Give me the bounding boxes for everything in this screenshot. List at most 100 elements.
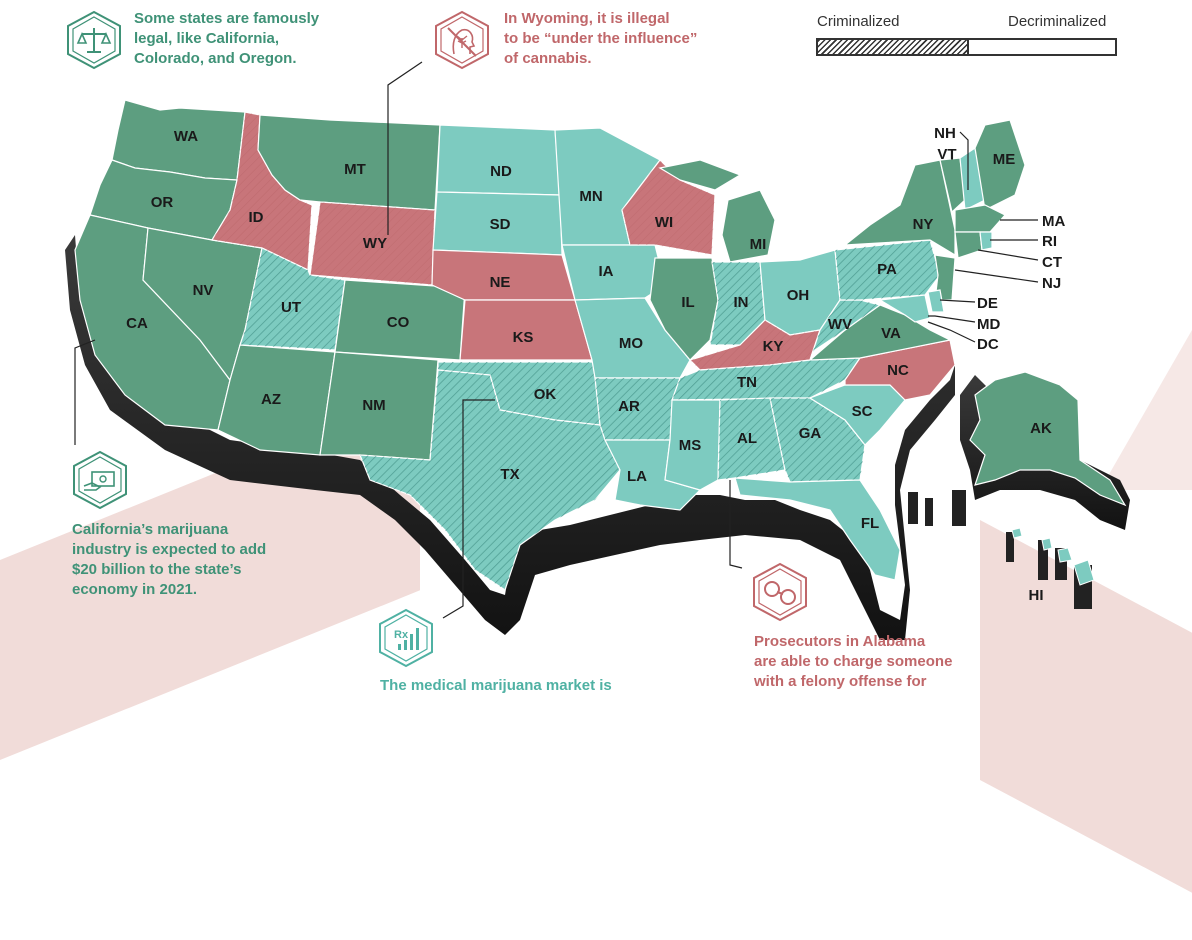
state-TN-hatch	[672, 358, 860, 400]
callout-famously-legal-line-1: Some states are famously	[134, 10, 320, 27]
state-HI[interactable]	[1011, 527, 1095, 586]
callout-alabama-line-3: with a felony offense for	[754, 673, 927, 690]
state-label-FL: FL	[861, 515, 879, 532]
callout-medical-line-1: The medical marijuana market is	[380, 677, 612, 694]
callout-california-industry: California’s marijuana industry is expec…	[72, 520, 266, 600]
state-label-ND: ND	[490, 163, 512, 180]
state-IN-hatch	[710, 262, 765, 345]
state-label-HI: HI	[1029, 587, 1044, 604]
state-label-UT: UT	[281, 299, 301, 316]
state-label-WA: WA	[174, 128, 198, 145]
state-MI[interactable]	[721, 189, 776, 263]
state-AK[interactable]	[969, 371, 1127, 507]
state-CT[interactable]	[954, 231, 983, 259]
state-label-VA: VA	[881, 325, 901, 342]
state-label-IA: IA	[599, 263, 614, 280]
state-OK-hatch	[438, 362, 600, 425]
state-label-PA: PA	[877, 261, 897, 278]
state-label-NJ: NJ	[1042, 275, 1061, 292]
state-label-NE: NE	[490, 274, 511, 291]
state-AL-hatch	[718, 398, 785, 480]
state-label-NY: NY	[913, 216, 934, 233]
state-label-AZ: AZ	[261, 391, 281, 408]
state-label-SC: SC	[852, 403, 873, 420]
callout-wyoming-line-3: of cannabis.	[504, 50, 592, 67]
callout-wyoming: In Wyoming, it is illegal to be “under t…	[504, 9, 697, 69]
state-MD[interactable]	[878, 294, 931, 323]
state-label-OH: OH	[787, 287, 810, 304]
handcuffs-icon	[753, 562, 807, 622]
state-label-NV: NV	[193, 282, 214, 299]
state-label-IL: IL	[681, 294, 694, 311]
state-WY-hatch	[310, 202, 435, 285]
legend-label-decriminalized: Decriminalized	[1008, 13, 1107, 30]
state-label-MI: MI	[750, 236, 767, 253]
state-AR-hatch	[595, 378, 680, 440]
state-DE[interactable]	[927, 289, 945, 313]
state-label-MS: MS	[679, 437, 702, 454]
state-ND[interactable]	[436, 124, 561, 196]
state-label-TX: TX	[500, 466, 519, 483]
state-label-MO: MO	[619, 335, 643, 352]
state-ID-hatch	[212, 112, 312, 270]
state-label-DE: DE	[977, 295, 998, 312]
state-NC[interactable]	[844, 339, 956, 401]
legend-label-criminalized: Criminalized	[817, 13, 900, 30]
callout-famously-legal-line-3: Colorado, and Oregon.	[134, 50, 297, 67]
state-label-WV: WV	[828, 316, 852, 333]
state-GA-hatch	[770, 398, 865, 482]
state-label-SD: SD	[490, 216, 511, 233]
legend-hatched-segment	[818, 40, 969, 54]
state-MA[interactable]	[954, 204, 1006, 233]
callout-famously-legal: Some states are famously legal, like Cal…	[134, 9, 319, 69]
state-label-CA: CA	[126, 315, 148, 332]
state-KY-hatch	[690, 320, 820, 370]
state-label-IN: IN	[734, 294, 749, 311]
callout-california-line-3: $20 billion to the state’s	[72, 561, 242, 578]
state-RI[interactable]	[979, 231, 993, 251]
state-label-AL: AL	[737, 430, 757, 447]
state-UT-hatch	[240, 248, 345, 350]
state-MI-upper[interactable]	[658, 159, 742, 191]
state-labels: WA OR CA NV ID MT WY UT CO AZ NM ND SD N…	[126, 125, 1065, 604]
state-MO[interactable]	[574, 297, 691, 379]
callout-california-line-1: California’s marijuana	[72, 521, 229, 538]
state-NY[interactable]	[843, 159, 956, 257]
state-label-WI: WI	[655, 214, 673, 231]
svg-text:Rx: Rx	[394, 629, 409, 641]
state-FL[interactable]	[734, 477, 901, 581]
callout-california-line-2: industry is expected to add	[72, 541, 267, 558]
state-label-AK: AK	[1030, 420, 1052, 437]
no-cannabis-leaf-head-icon	[435, 10, 489, 70]
state-MT[interactable]	[257, 114, 441, 211]
state-label-CT: CT	[1042, 254, 1062, 271]
state-label-ME: ME	[993, 151, 1016, 168]
state-label-DC: DC	[977, 336, 999, 353]
background-pink-wedge	[1100, 330, 1192, 490]
state-label-AR: AR	[618, 398, 640, 415]
state-label-NH: NH	[934, 125, 956, 142]
callout-california-line-4: economy in 2021.	[72, 581, 198, 598]
state-label-NC: NC	[887, 362, 909, 379]
state-label-WY: WY	[363, 235, 387, 252]
state-label-ID: ID	[249, 209, 264, 226]
state-label-MT: MT	[344, 161, 366, 178]
us-cannabis-map: WA OR CA NV ID MT WY UT CO AZ NM ND SD N…	[65, 61, 1130, 640]
state-label-MA: MA	[1042, 213, 1065, 230]
state-PA-hatch	[835, 240, 940, 300]
state-WV-hatch	[810, 300, 880, 360]
callout-alabama: Prosecutors in Alabama are able to charg…	[754, 632, 952, 692]
state-TX-hatch	[360, 370, 620, 590]
state-IA[interactable]	[561, 244, 666, 301]
prescription-chart-icon: Rx	[379, 608, 433, 668]
state-label-RI: RI	[1042, 233, 1057, 250]
state-label-OR: OR	[151, 194, 174, 211]
callout-famously-legal-line-2: legal, like California,	[134, 30, 280, 47]
state-label-CO: CO	[387, 314, 410, 331]
state-WI-hatch	[622, 160, 715, 255]
callout-medical-market: The medical marijuana market is	[380, 676, 612, 696]
state-label-NM: NM	[362, 397, 385, 414]
state-label-OK: OK	[534, 386, 557, 403]
callout-alabama-line-2: are able to charge someone	[754, 653, 953, 670]
legend-bar	[816, 38, 1117, 56]
